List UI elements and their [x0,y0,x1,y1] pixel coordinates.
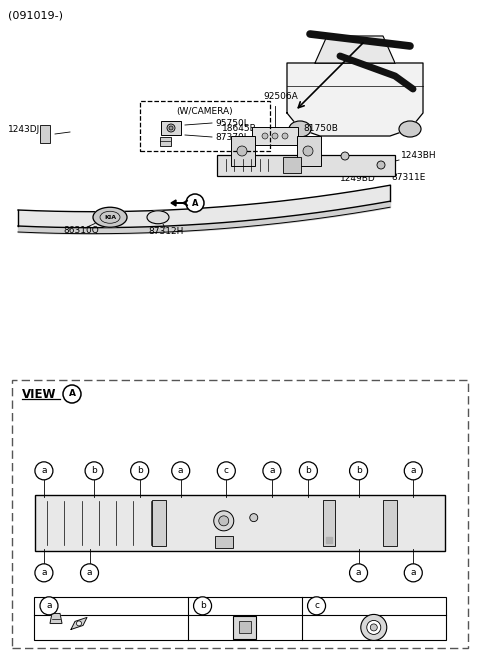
Circle shape [349,462,368,480]
Circle shape [81,564,98,582]
Text: c: c [314,602,319,610]
FancyBboxPatch shape [239,621,251,634]
Bar [140,101,270,151]
Circle shape [282,133,288,139]
Text: b: b [91,466,97,476]
Text: a: a [410,466,416,476]
Text: a: a [410,568,416,577]
Text: 87370J: 87370J [215,133,246,142]
Circle shape [308,597,325,615]
Text: 87375A: 87375A [66,626,98,635]
Text: a: a [41,466,47,476]
Text: (091019-): (091019-) [8,10,63,20]
Text: 81750B: 81750B [303,124,338,133]
Text: 87311E: 87311E [391,173,425,182]
Circle shape [35,462,53,480]
Text: A: A [69,390,75,398]
FancyBboxPatch shape [161,121,181,135]
FancyBboxPatch shape [216,155,395,176]
FancyBboxPatch shape [40,125,50,143]
Circle shape [361,615,387,640]
Polygon shape [287,63,423,136]
Circle shape [341,152,349,160]
Circle shape [370,624,377,631]
Text: (W/CAMERA): (W/CAMERA) [177,107,233,116]
Ellipse shape [147,211,169,224]
Circle shape [272,133,278,139]
Text: 87756J: 87756J [216,601,250,611]
Polygon shape [315,36,395,63]
FancyBboxPatch shape [383,500,397,546]
Ellipse shape [399,121,421,137]
Bar [34,597,446,640]
Circle shape [303,146,313,156]
Text: a: a [46,602,52,610]
Circle shape [263,462,281,480]
Circle shape [63,385,81,403]
Circle shape [404,462,422,480]
Bar [326,537,332,543]
Circle shape [186,194,204,212]
Ellipse shape [289,121,311,137]
Text: a: a [41,568,47,577]
FancyBboxPatch shape [215,536,233,548]
Text: b: b [200,602,205,610]
Text: 87239A: 87239A [39,619,72,628]
Circle shape [85,462,103,480]
Circle shape [35,564,53,582]
Text: 86310Q: 86310Q [63,226,99,236]
Circle shape [377,161,385,169]
FancyBboxPatch shape [233,616,256,639]
Polygon shape [71,617,87,629]
Circle shape [300,462,317,480]
FancyBboxPatch shape [252,127,298,145]
FancyBboxPatch shape [324,500,336,546]
Text: a: a [178,466,183,476]
Bar [12,380,468,648]
Text: VIEW: VIEW [22,388,57,401]
Polygon shape [50,613,62,623]
Circle shape [169,126,173,130]
Text: b: b [306,466,311,476]
Text: 92506A: 92506A [263,92,298,101]
Circle shape [193,597,212,615]
Text: c: c [224,466,229,476]
FancyArrow shape [171,200,186,206]
FancyBboxPatch shape [231,136,255,166]
FancyBboxPatch shape [297,136,321,166]
Circle shape [131,462,149,480]
Text: 87373E: 87373E [330,601,367,611]
Circle shape [349,564,368,582]
Circle shape [404,564,422,582]
Circle shape [172,462,190,480]
Text: 95750L: 95750L [215,119,249,127]
Ellipse shape [93,207,127,227]
Text: b: b [356,466,361,476]
Circle shape [250,514,258,522]
Circle shape [40,597,58,615]
FancyBboxPatch shape [159,136,170,146]
Text: a: a [87,568,92,577]
Text: a: a [356,568,361,577]
Text: a: a [269,466,275,476]
Text: 1243DJ: 1243DJ [8,125,40,134]
Text: b: b [137,466,143,476]
Text: KIA: KIA [104,215,116,220]
Circle shape [76,621,82,626]
Circle shape [167,124,175,132]
Text: 1249BD: 1249BD [340,174,376,183]
Circle shape [262,133,268,139]
FancyBboxPatch shape [152,500,166,546]
Circle shape [237,146,247,156]
Text: 1243BH: 1243BH [401,151,437,160]
Circle shape [219,516,229,526]
Text: 18645B: 18645B [222,124,257,133]
Text: 87312H: 87312H [148,226,183,236]
FancyBboxPatch shape [283,157,300,173]
FancyBboxPatch shape [35,495,445,551]
Circle shape [367,621,381,634]
Circle shape [217,462,235,480]
Circle shape [214,511,234,531]
Text: A: A [192,199,198,207]
